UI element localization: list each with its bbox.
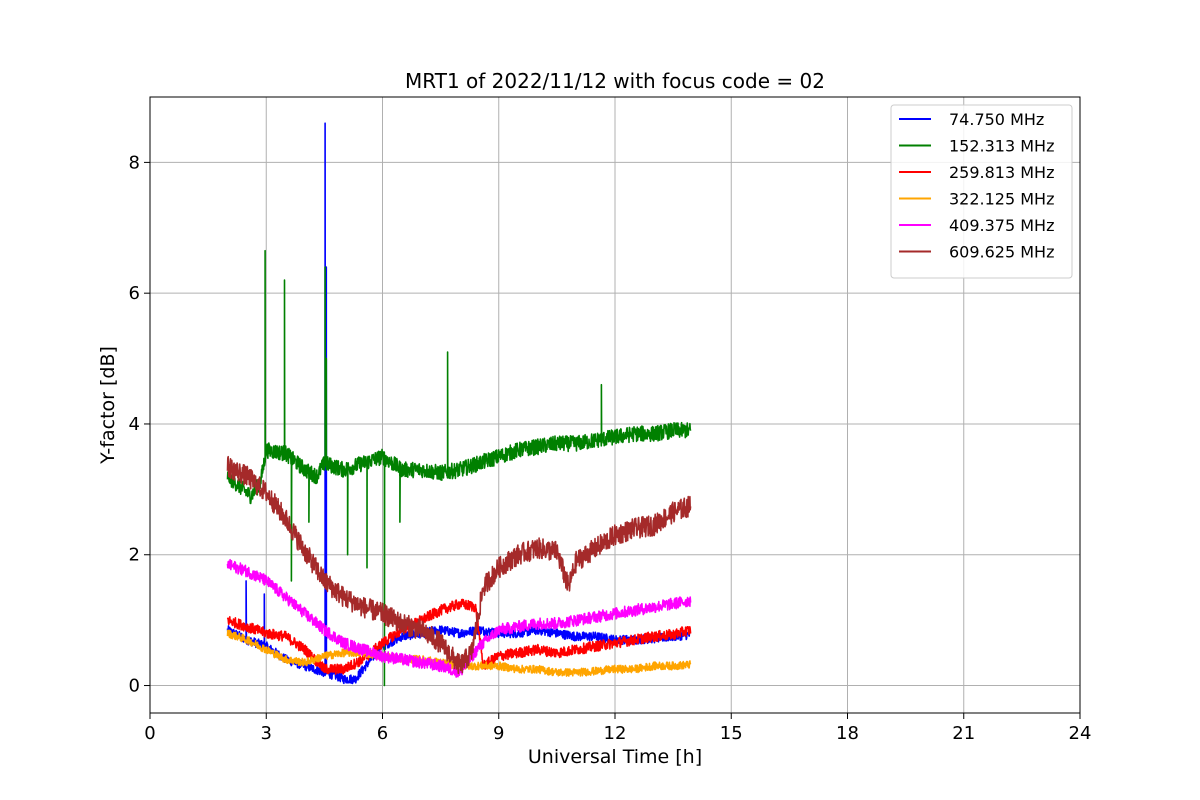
chart-title: MRT1 of 2022/11/12 with focus code = 02 — [405, 69, 825, 93]
x-tick-label: 21 — [952, 723, 975, 744]
x-axis-label: Universal Time [h] — [528, 746, 702, 768]
x-tick-label: 0 — [144, 723, 155, 744]
y-tick-label: 2 — [129, 545, 140, 566]
legend-label: 322.125 MHz — [949, 190, 1054, 209]
x-tick-label: 15 — [720, 723, 743, 744]
x-tick-label: 9 — [493, 723, 504, 744]
series-layer — [226, 122, 692, 687]
series-line — [226, 249, 692, 687]
x-tick-label: 3 — [261, 723, 272, 744]
y-tick-label: 6 — [129, 283, 140, 304]
y-tick-label: 8 — [129, 152, 140, 173]
legend-box — [890, 104, 1073, 279]
series-line — [226, 558, 692, 678]
legend-label: 259.813 MHz — [949, 163, 1054, 182]
y-tick-label: 4 — [129, 414, 140, 435]
x-tick-label: 18 — [836, 723, 859, 744]
series-line — [226, 598, 692, 675]
legend: 74.750 MHz 152.313 MHz 259.813 MHz 322.125 … — [890, 104, 1073, 279]
legend-label: 74.750 MHz — [949, 110, 1044, 129]
x-tick-label: 24 — [1069, 723, 1092, 744]
y-axis-label: Y-factor [dB] — [97, 346, 119, 465]
legend-label: 409.375 MHz — [949, 216, 1054, 235]
series-line — [226, 455, 692, 675]
legend-label: 609.625 MHz — [949, 243, 1054, 262]
y-tick-label: 0 — [129, 676, 140, 697]
legend-label: 152.313 MHz — [949, 137, 1054, 156]
x-tick-label: 12 — [604, 723, 627, 744]
x-tick-label: 6 — [377, 723, 388, 744]
